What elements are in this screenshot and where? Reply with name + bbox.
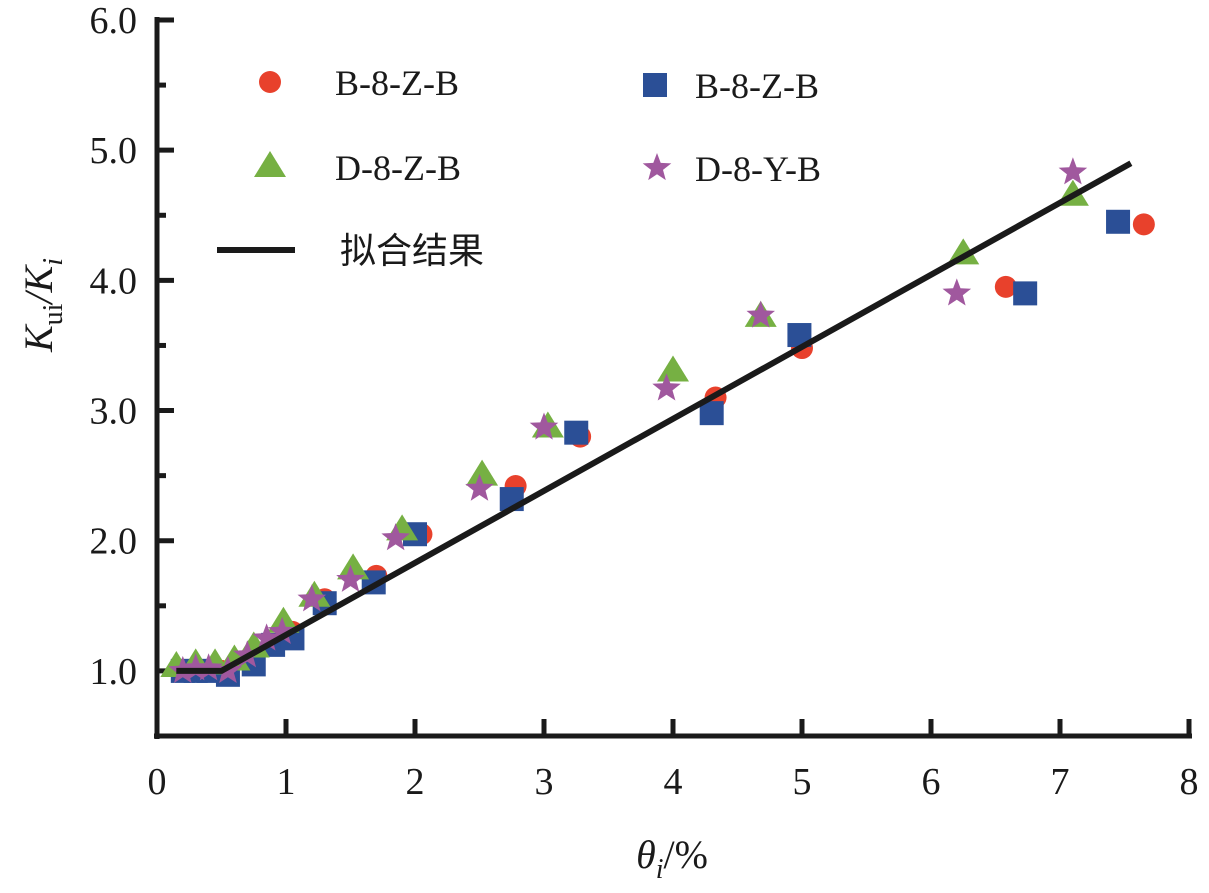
y-axis-title-k1: K [16,323,61,353]
x-tick-label: 7 [1051,761,1070,803]
x-tick-label: 3 [535,761,554,803]
data-point-triangle [466,459,499,486]
data-point-square [564,420,589,445]
data-point-square [1106,209,1131,234]
y-axis-title-k2: K [16,263,61,293]
x-tick-label: 0 [148,761,167,803]
x-tick-label: 2 [406,761,425,803]
y-tick-label: 5.0 [90,130,138,172]
legend-circle-icon [259,71,281,93]
fit-line-group [176,160,1133,674]
legend-label: D-8-Z-B [335,148,461,188]
data-point-star [381,523,410,551]
x-tick-label: 4 [664,761,683,803]
x-axis-title-suffix: /% [664,832,708,877]
legend-label: B-8-Z-B [695,66,819,106]
data-point-star [336,564,365,592]
legend-item: D-8-Z-B [254,148,461,188]
data-point-star [652,373,681,401]
legend-triangle-icon [254,151,286,177]
data-point-star [267,616,297,644]
y-axis-title-sub1: ui [38,303,69,325]
data-point-star [1058,157,1088,185]
fit-line [176,160,1133,674]
data-point-star [529,412,559,440]
data-point-star [465,473,494,501]
legend-item-fit: 拟合结果 [217,231,484,271]
y-tick-label: 2.0 [90,521,138,563]
series-star [168,157,1088,683]
y-tick-label: 1.0 [90,651,138,693]
y-tick-label: 3.0 [90,391,138,433]
data-point-star [746,300,775,328]
y-tick-label: 4.0 [90,260,138,302]
data-point-circle [1132,213,1155,236]
legend-label: D-8-Y-B [695,149,821,189]
x-tick-label: 6 [922,761,941,803]
data-marks [160,157,1155,687]
x-axis-title: θi/% [636,832,708,885]
data-point-star [194,653,223,681]
data-point-triangle [267,606,300,633]
y-axis-title-sub2: i [38,258,69,266]
data-point-square [1013,281,1038,306]
data-point-star [297,584,327,612]
y-axis-title-slash: / [16,289,61,306]
ticks [157,17,1192,736]
data-point-star [181,653,210,681]
data-point-triangle [657,355,689,382]
x-tick-label: 5 [793,761,812,803]
x-tick-label: 8 [1180,761,1199,803]
data-point-circle [994,275,1017,298]
data-point-star [252,623,281,651]
y-axis-title: Kui/Ki [16,258,69,353]
x-tick-label: 1 [277,761,296,803]
y-tick-label: 6.0 [90,0,138,42]
legend-square-icon [643,73,667,97]
x-axis-title-sub: i [656,854,664,885]
legend-item: B-8-Z-B [643,66,819,106]
series-square [170,209,1131,687]
legend-item: B-8-Z-B [259,63,459,103]
data-point-star [942,278,972,306]
legend: B-8-Z-B B-8-Z-B D-8-Z-B D-8-Y-B 拟合结果 [217,63,821,271]
legend-item: D-8-Y-B [642,149,821,189]
legend-label-fit: 拟合结果 [340,231,484,271]
legend-star-icon [642,153,672,181]
x-axis-title-main: θ [636,832,656,877]
tick-labels: 0 1 2 3 4 5 6 7 8 1.0 2.0 3.0 4.0 5.0 6.0 [90,0,1199,803]
data-point-triangle [337,553,370,580]
legend-label: B-8-Z-B [335,63,459,103]
series-triangle [160,179,1089,678]
data-point-square [699,401,724,426]
